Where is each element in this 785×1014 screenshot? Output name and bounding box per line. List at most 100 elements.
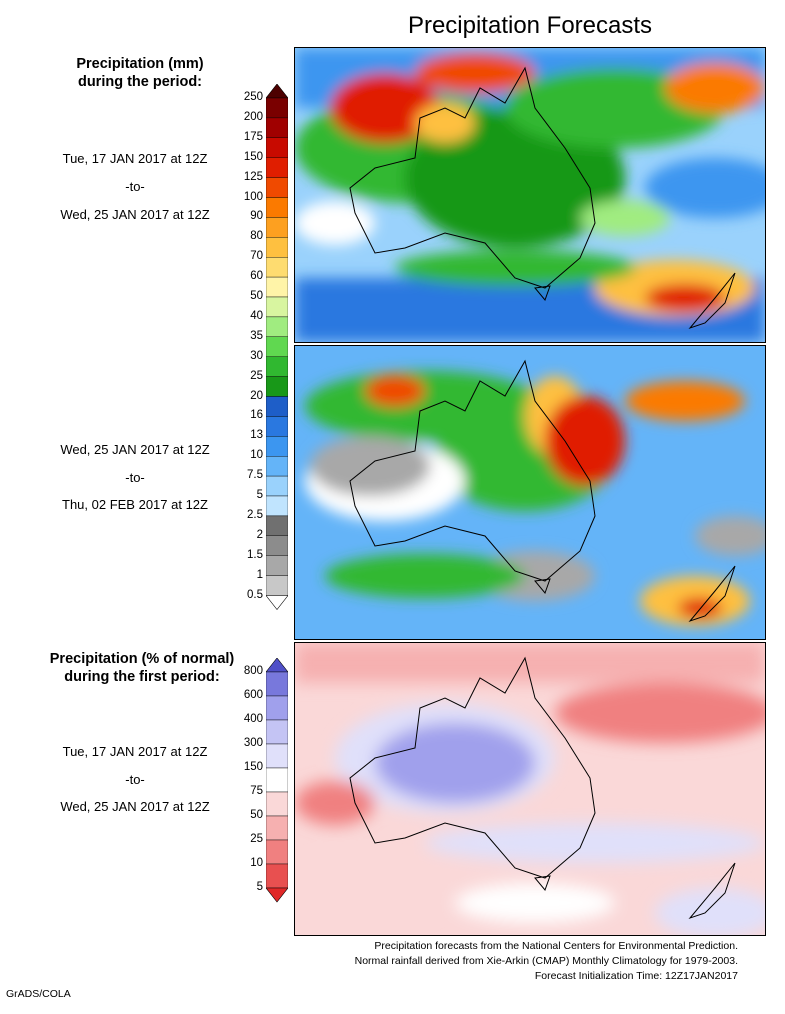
precip-colorbar-tick-label: 0.5 xyxy=(247,588,263,601)
precip-colorbar-swatch xyxy=(266,316,288,337)
normal-heading-line1: Precipitation (% of normal) xyxy=(49,651,235,667)
precip-heading-line2: during the period: xyxy=(77,74,203,90)
normal-colorbar-swatch-bottom xyxy=(266,887,288,903)
precip-colorbar-swatch xyxy=(266,256,288,278)
precip-colorbar-tick-label: 35 xyxy=(250,329,263,342)
footer-line1: Precipitation forecasts from the Nationa… xyxy=(374,940,738,952)
precip-colorbar-tick-label: 60 xyxy=(250,270,263,283)
normal-period-separator: -to- xyxy=(125,772,145,787)
normal-colorbar-tick-label: 600 xyxy=(243,689,263,701)
precip-colorbar-swatch xyxy=(266,237,288,258)
precip-colorbar-tick-label: 125 xyxy=(243,170,263,183)
precip-colorbar-swatch xyxy=(266,217,288,238)
page-title: Precipitation Forecasts xyxy=(407,12,653,39)
precip-colorbar-tick-label: 16 xyxy=(250,409,263,422)
normal-colorbar-tick-label: 25 xyxy=(250,833,263,845)
precip-colorbar-tick-label: 2.5 xyxy=(247,508,263,521)
precip-colorbar-swatch xyxy=(266,137,288,158)
precip-legend-heading: Precipitation (mm) during the period: xyxy=(40,55,240,91)
map-precip-period2 xyxy=(294,345,766,640)
normal-period-end: Wed, 25 JAN 2017 at 12Z xyxy=(60,799,210,814)
precip-colorbar-swatch xyxy=(266,436,288,457)
precip-colorbar-tick-label: 1 xyxy=(256,568,263,581)
normal-colorbar-tick-label: 75 xyxy=(250,785,263,797)
map-precip-period1 xyxy=(294,47,766,343)
period2-start: Wed, 25 JAN 2017 at 12Z xyxy=(60,442,210,457)
precip-colorbar-swatch xyxy=(266,117,288,139)
precip-colorbar-swatch xyxy=(266,456,288,477)
footer-notes: Precipitation forecasts from the Nationa… xyxy=(355,939,738,984)
period2-end: Thu, 02 FEB 2017 at 12Z xyxy=(62,497,208,512)
precip-colorbar-tick-label: 250 xyxy=(243,91,263,103)
precip-colorbar-swatch xyxy=(266,197,288,218)
precip-colorbar-tick-label: 7.5 xyxy=(247,469,263,482)
precip-colorbar-tick-label: 50 xyxy=(250,290,263,302)
precip-colorbar-swatch xyxy=(266,535,288,556)
normal-colorbar-swatch xyxy=(266,863,288,889)
precip-colorbar-tick-label: 40 xyxy=(250,309,263,322)
period2-separator: -to- xyxy=(125,470,145,485)
precip-colorbar-swatch xyxy=(266,515,288,536)
normal-colorbar-tick-label: 50 xyxy=(250,809,263,821)
precip-colorbar-tick-label: 25 xyxy=(250,369,263,382)
period1-start: Tue, 17 JAN 2017 at 12Z xyxy=(62,151,208,166)
normal-heading-line2: during the first period: xyxy=(64,669,220,685)
precip-colorbar-swatch xyxy=(266,276,288,298)
normal-colorbar-tick-label: 300 xyxy=(243,737,263,749)
precip-colorbar-swatch-bottom xyxy=(266,595,288,610)
normal-colorbar-tick-label: 400 xyxy=(243,713,263,725)
precip-colorbar-tick-label: 20 xyxy=(250,389,263,402)
precip-colorbar-swatch xyxy=(266,336,288,357)
precip-colorbar-tick-label: 90 xyxy=(250,210,263,223)
precip-colorbar-tick-label: 150 xyxy=(243,150,263,163)
footer-line2: Normal rainfall derived from Xie-Arkin (… xyxy=(354,955,738,967)
precip-colorbar-swatch xyxy=(266,356,288,377)
period1-separator: -to- xyxy=(125,179,145,194)
normal-colorbar-swatch-top xyxy=(266,658,288,673)
normal-colorbar-tick-label: 10 xyxy=(250,857,263,869)
precip-colorbar-swatch xyxy=(266,157,288,178)
normal-colorbar-swatch xyxy=(266,671,288,697)
precip-colorbar-tick-label: 200 xyxy=(243,110,263,123)
normal-colorbar-tick-label: 150 xyxy=(243,761,263,773)
normal-colorbar xyxy=(266,658,288,903)
precip-heading-line1: Precipitation (mm) xyxy=(76,56,204,72)
grads-credit: GrADS/COLA xyxy=(6,988,71,1000)
footer-line3: Forecast Initialization Time: 12Z17JAN20… xyxy=(534,970,738,982)
precip-colorbar-tick-label: 5 xyxy=(256,489,263,501)
normal-colorbar-swatch xyxy=(266,767,288,793)
precip-colorbar-tick-label: 2 xyxy=(256,528,263,541)
normal-colorbar-swatch xyxy=(266,791,288,817)
period1-end: Wed, 25 JAN 2017 at 12Z xyxy=(60,207,210,222)
precip-colorbar-swatch xyxy=(266,177,288,198)
precip-colorbar-tick-label: 70 xyxy=(250,250,263,263)
precip-colorbar xyxy=(266,84,288,610)
normal-colorbar-tick-label: 800 xyxy=(243,665,263,677)
precip-colorbar-tick-label: 80 xyxy=(250,230,263,243)
precip-colorbar-swatch xyxy=(266,296,288,318)
normal-colorbar-swatch xyxy=(266,815,288,841)
precip-colorbar-tick-label: 10 xyxy=(250,449,263,462)
precip-colorbar-swatch xyxy=(266,575,288,596)
precip-colorbar-swatch xyxy=(266,555,288,576)
normal-legend-heading: Precipitation (% of normal) during the f… xyxy=(14,650,270,686)
precip-colorbar-tick-label: 1.5 xyxy=(247,548,263,561)
normal-colorbar-swatch xyxy=(266,695,288,721)
precip-colorbar-swatch xyxy=(266,475,288,497)
map-percent-of-normal xyxy=(294,642,766,936)
precip-colorbar-tick-label: 100 xyxy=(243,190,263,203)
normal-colorbar-tick-label: 5 xyxy=(256,881,263,893)
precip-colorbar-tick-label: 30 xyxy=(250,349,263,362)
precip-colorbar-tick-label: 13 xyxy=(250,429,263,442)
normal-colorbar-swatch xyxy=(266,839,288,865)
precip-colorbar-swatch xyxy=(266,495,288,517)
precip-colorbar-swatch xyxy=(266,396,288,417)
precip-colorbar-tick-label: 175 xyxy=(243,130,263,143)
precip-colorbar-swatch xyxy=(266,376,288,397)
precip-colorbar-swatch-top xyxy=(266,84,288,99)
normal-colorbar-swatch xyxy=(266,743,288,769)
normal-period-start: Tue, 17 JAN 2017 at 12Z xyxy=(62,744,208,759)
normal-colorbar-swatch xyxy=(266,719,288,745)
precip-colorbar-swatch xyxy=(266,416,288,437)
precip-colorbar-swatch xyxy=(266,97,288,119)
